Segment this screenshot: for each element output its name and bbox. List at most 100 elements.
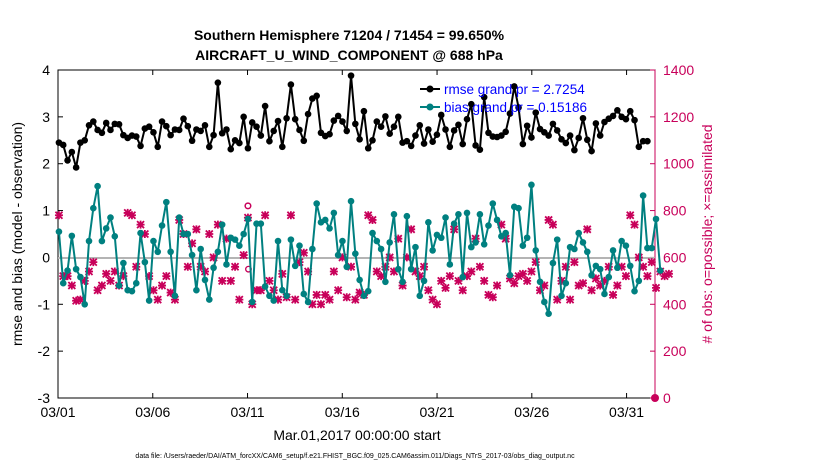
bias-point bbox=[364, 287, 372, 295]
bias-point bbox=[360, 292, 368, 300]
obs-zero-point bbox=[651, 394, 659, 402]
rmse-point bbox=[115, 121, 123, 128]
obs-assimilated-point bbox=[557, 276, 566, 285]
bias-point bbox=[197, 245, 204, 253]
obs-assimilated-point bbox=[630, 220, 639, 229]
rmse-point bbox=[283, 114, 290, 122]
bias-point bbox=[373, 237, 381, 245]
bias-point bbox=[261, 283, 269, 290]
rmse-point bbox=[102, 119, 110, 127]
rmse-point bbox=[373, 118, 381, 125]
rmse-point bbox=[197, 127, 204, 135]
obs-assimilated-point bbox=[608, 290, 618, 300]
rmse-point bbox=[59, 141, 67, 149]
rmse-point bbox=[291, 115, 299, 123]
rmse-point bbox=[218, 129, 226, 137]
obs-assimilated-point bbox=[213, 220, 223, 229]
obs-assimilated-point bbox=[548, 220, 558, 229]
obs-assimilated-point bbox=[437, 276, 446, 285]
rmse-point bbox=[523, 122, 531, 130]
bias-point bbox=[412, 243, 419, 251]
rmse-point bbox=[356, 136, 363, 143]
bias-point bbox=[214, 248, 222, 256]
bias-point bbox=[618, 237, 625, 245]
bias-point bbox=[313, 200, 320, 207]
bias-point bbox=[403, 212, 411, 220]
rmse-point bbox=[167, 131, 174, 139]
obs-assimilated-point bbox=[475, 262, 485, 271]
rmse-point bbox=[596, 132, 604, 139]
obs-assimilated-point bbox=[561, 262, 570, 271]
obs-assimilated-point bbox=[346, 262, 356, 271]
obs-assimilated-point bbox=[565, 295, 575, 304]
bias-point bbox=[167, 248, 174, 256]
obs-assimilated-point bbox=[145, 272, 154, 281]
bias-point bbox=[205, 296, 213, 303]
bias-point bbox=[386, 239, 393, 246]
bias-point bbox=[588, 271, 595, 279]
obs-assimilated-point bbox=[230, 262, 240, 271]
obs-assimilated-point bbox=[102, 269, 111, 278]
rmse-point bbox=[562, 139, 570, 147]
rmse-point bbox=[519, 140, 527, 148]
rmse-point bbox=[304, 110, 312, 118]
bias-point bbox=[300, 290, 308, 298]
rmse-point bbox=[98, 129, 106, 137]
obs-assimilated-point bbox=[97, 281, 107, 290]
rmse-point bbox=[296, 126, 303, 134]
obs-assimilated-point bbox=[613, 281, 622, 290]
obs-assimilated-point bbox=[329, 267, 338, 276]
x-tick-label: 03/21 bbox=[420, 404, 455, 420]
obs-assimilated-point bbox=[84, 267, 94, 276]
bias-point bbox=[158, 222, 166, 229]
bias-point bbox=[463, 209, 471, 217]
rmse-point bbox=[279, 143, 286, 151]
obs-assimilated-point bbox=[583, 225, 592, 234]
obs-assimilated-point bbox=[205, 229, 214, 239]
bias-point bbox=[175, 214, 183, 221]
bias-point bbox=[244, 215, 252, 223]
x-tick-label: 03/26 bbox=[514, 404, 549, 420]
y-left-tick-label: -3 bbox=[38, 390, 51, 406]
obs-assimilated-point bbox=[106, 276, 115, 285]
bias-point bbox=[515, 204, 522, 212]
bias-point bbox=[614, 264, 621, 272]
bias-point bbox=[248, 298, 256, 306]
rmse-point bbox=[553, 127, 561, 134]
bias-point bbox=[154, 248, 162, 256]
x-tick-label: 03/11 bbox=[231, 404, 265, 420]
obs-assimilated-point bbox=[295, 257, 304, 267]
rmse-point bbox=[343, 127, 351, 135]
obs-assimilated-point bbox=[170, 295, 180, 304]
rmse-point bbox=[72, 164, 80, 171]
bias-point bbox=[291, 262, 299, 270]
obs-assimilated-point bbox=[89, 257, 98, 267]
obs-assimilated-point bbox=[260, 211, 270, 220]
obs-assimilated-point bbox=[600, 276, 609, 285]
obs-assimilated-point bbox=[136, 220, 145, 229]
rmse-point bbox=[455, 121, 462, 129]
bias-point bbox=[536, 278, 544, 286]
rmse-point bbox=[558, 136, 565, 143]
bias-point bbox=[472, 239, 479, 246]
bias-point bbox=[639, 192, 647, 199]
obs-assimilated-point bbox=[514, 272, 523, 281]
bias-point bbox=[541, 298, 548, 306]
rmse-point bbox=[270, 127, 278, 135]
bias-point bbox=[137, 229, 144, 237]
rmse-point bbox=[369, 136, 376, 144]
rmse-point bbox=[412, 132, 419, 139]
rmse-point bbox=[506, 110, 514, 117]
bias-point bbox=[330, 209, 338, 217]
rmse-point bbox=[510, 83, 518, 90]
bias-point bbox=[343, 263, 351, 271]
rmse-point bbox=[390, 123, 398, 130]
rmse-point bbox=[188, 137, 196, 145]
rmse-point bbox=[326, 130, 333, 138]
rmse-point bbox=[132, 133, 140, 140]
chart-title: Southern Hemisphere 71204 / 71454 = 99.6… bbox=[194, 27, 505, 63]
bias-point bbox=[90, 204, 97, 212]
bias-point bbox=[506, 271, 514, 279]
rmse-point bbox=[244, 144, 252, 152]
rmse-point bbox=[549, 120, 557, 128]
